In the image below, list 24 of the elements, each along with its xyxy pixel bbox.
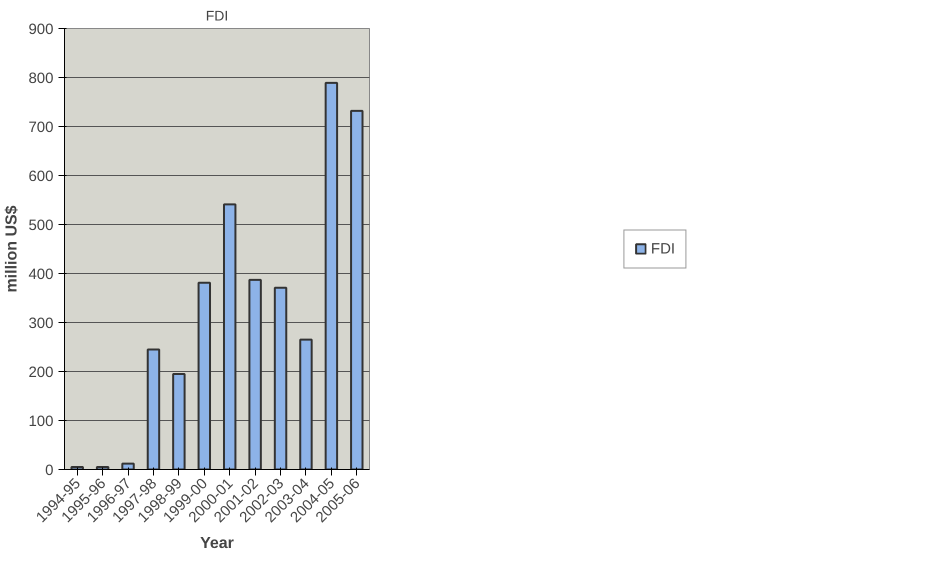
y-tick-label: 400 [28, 266, 54, 283]
y-tick-label: 0 [45, 462, 54, 479]
y-tick-label: 600 [28, 168, 54, 185]
bar [172, 372, 186, 470]
bar [274, 286, 288, 470]
y-tick-label: 200 [28, 364, 54, 381]
y-tick-label: 500 [28, 217, 54, 234]
bar [146, 348, 160, 470]
bar [222, 203, 236, 470]
legend-label: FDI [650, 240, 676, 257]
bar [121, 462, 135, 470]
y-axis-title: million US$ [3, 205, 20, 293]
bar [299, 338, 313, 470]
bar [198, 282, 212, 470]
chart-title: FDI [206, 8, 228, 24]
bar [324, 82, 338, 470]
y-tick-label: 700 [28, 119, 54, 136]
y-tick-label: 900 [28, 21, 54, 38]
bar [248, 278, 262, 470]
y-tick-label: 300 [28, 315, 54, 332]
y-tick-label: 800 [28, 70, 54, 87]
y-tick-label: 100 [28, 413, 54, 430]
x-axis-title: Year [200, 535, 234, 552]
bar [350, 110, 364, 470]
